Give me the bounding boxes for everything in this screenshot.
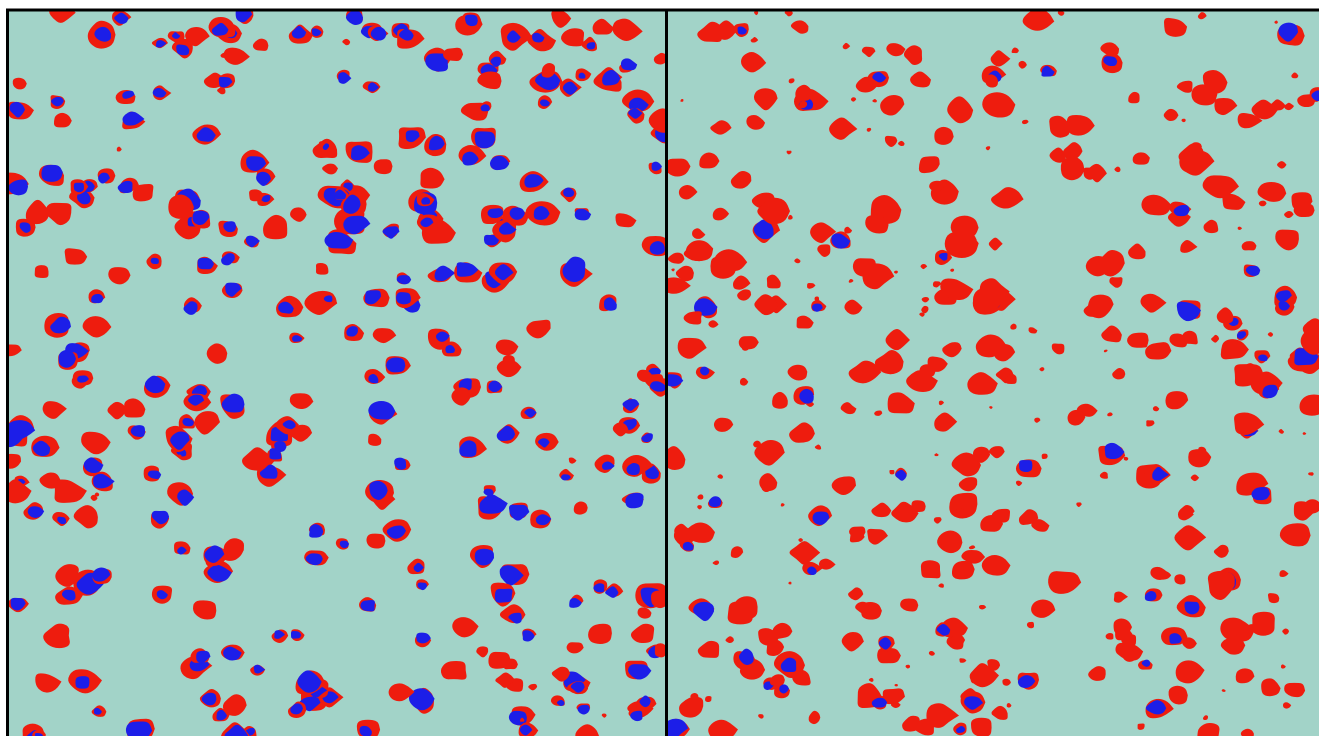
page: (() => { JSON.parse(document.getElementB… [0, 0, 1319, 736]
cell-body [971, 718, 992, 736]
cell [1252, 612, 1275, 636]
cell [1042, 454, 1048, 459]
cell-body [952, 561, 975, 580]
cell [911, 500, 925, 512]
cell [971, 718, 992, 736]
cell-nucleus [151, 258, 159, 264]
cell-body [728, 601, 753, 624]
cell [35, 265, 49, 278]
cell [92, 568, 111, 585]
cell-nucleus [1019, 460, 1032, 472]
cell-body [35, 265, 49, 278]
cell [956, 508, 964, 515]
cell-nucleus [126, 721, 152, 736]
cell [357, 720, 380, 736]
cell [322, 294, 336, 306]
cell [1251, 486, 1271, 504]
cell-body [956, 508, 964, 515]
cell-body [921, 560, 941, 578]
cell-body [911, 500, 925, 512]
cell-segmentation-comparison [0, 0, 1319, 736]
cell [1145, 588, 1163, 601]
cell-body [374, 159, 393, 174]
cell [952, 561, 975, 580]
cell [889, 470, 894, 474]
cell [58, 350, 78, 370]
cell [728, 601, 753, 624]
cell [363, 289, 389, 307]
cell [705, 696, 711, 702]
cell-nucleus [396, 292, 411, 304]
cell [374, 159, 393, 174]
cell-body [1252, 612, 1275, 636]
cell-body [249, 189, 263, 201]
cell-body [443, 48, 463, 61]
cell-body [705, 696, 711, 702]
cell [73, 370, 94, 385]
cell [1161, 627, 1187, 645]
cell [98, 168, 116, 183]
cell-nucleus [386, 357, 405, 372]
cell [443, 48, 463, 61]
cell-body [889, 470, 894, 474]
cell-nucleus [495, 589, 513, 603]
cell [921, 560, 941, 578]
cell-body [1042, 454, 1048, 459]
cell-nucleus [75, 676, 89, 689]
left-panel-background [9, 11, 665, 736]
cell-nucleus [41, 165, 62, 182]
cell [793, 386, 814, 405]
cell [249, 189, 263, 201]
cell [1016, 459, 1042, 477]
